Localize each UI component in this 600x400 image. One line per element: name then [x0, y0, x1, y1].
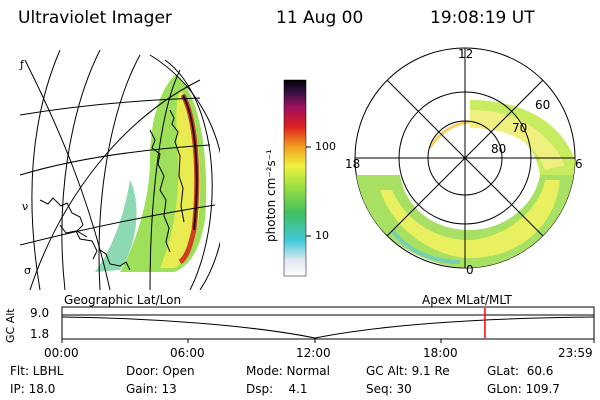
status-door: Door: Open	[126, 364, 195, 378]
status-flt: Flt: LBHL	[10, 364, 64, 378]
mlt-6-label: 6	[575, 157, 583, 171]
status-gc-alt: GC Alt: 9.1 Re	[366, 364, 450, 378]
time-tick-0600: 06:00	[170, 346, 205, 360]
time-tick-1200: 12:00	[296, 346, 331, 360]
polar-panel-label: Apex MLat/MLT	[422, 293, 512, 307]
time-tick-2359: 23:59	[558, 346, 593, 360]
map-edge-mark-3: σ	[24, 264, 31, 277]
colorbar-tick-100: 100	[315, 140, 336, 153]
mlat-70-label: 70	[512, 121, 528, 135]
time-tick-0000: 00:00	[44, 346, 79, 360]
status-ip: IP: 18.0	[10, 382, 56, 396]
time-label: 19:08:19 UT	[430, 8, 535, 28]
status-glat: GLat: 60.6	[487, 364, 554, 378]
status-mode: Mode: Normal	[246, 364, 330, 378]
altitude-ytick-high: 9.0	[30, 306, 50, 320]
status-glon: GLon: 109.7	[487, 382, 560, 396]
colorbar-unit-label: photon cm⁻²s⁻¹	[264, 149, 278, 242]
map-edge-mark-2: ν	[22, 200, 29, 213]
altitude-ylabel: GC Alt	[4, 308, 17, 343]
mlt-12-label: 12	[458, 47, 474, 61]
mlt-0-label: 0	[466, 263, 474, 277]
status-dsp: Dsp: 4.1	[246, 382, 308, 396]
status-gain: Gain: 13	[126, 382, 177, 396]
altitude-curve	[61, 316, 595, 339]
mlat-60-label: 60	[535, 98, 551, 112]
colorbar-tick-10: 10	[315, 229, 329, 242]
altitude-plot	[61, 306, 595, 343]
altitude-ytick-low: 1.8	[30, 327, 50, 341]
geographic-map	[20, 50, 220, 290]
map-edge-mark-1: ƒ	[20, 58, 24, 71]
status-seq: Seq: 30	[366, 382, 412, 396]
colorbar	[283, 79, 307, 277]
mlat-80-label: 80	[491, 142, 507, 156]
instrument-title: Ultraviolet Imager	[18, 8, 172, 28]
geo-panel-label: Geographic Lat/Lon	[64, 293, 182, 307]
date-label: 11 Aug 00	[276, 8, 364, 28]
mlt-18-label: 18	[345, 157, 361, 171]
polar-plot	[354, 47, 576, 269]
time-tick-1800: 18:00	[423, 346, 458, 360]
